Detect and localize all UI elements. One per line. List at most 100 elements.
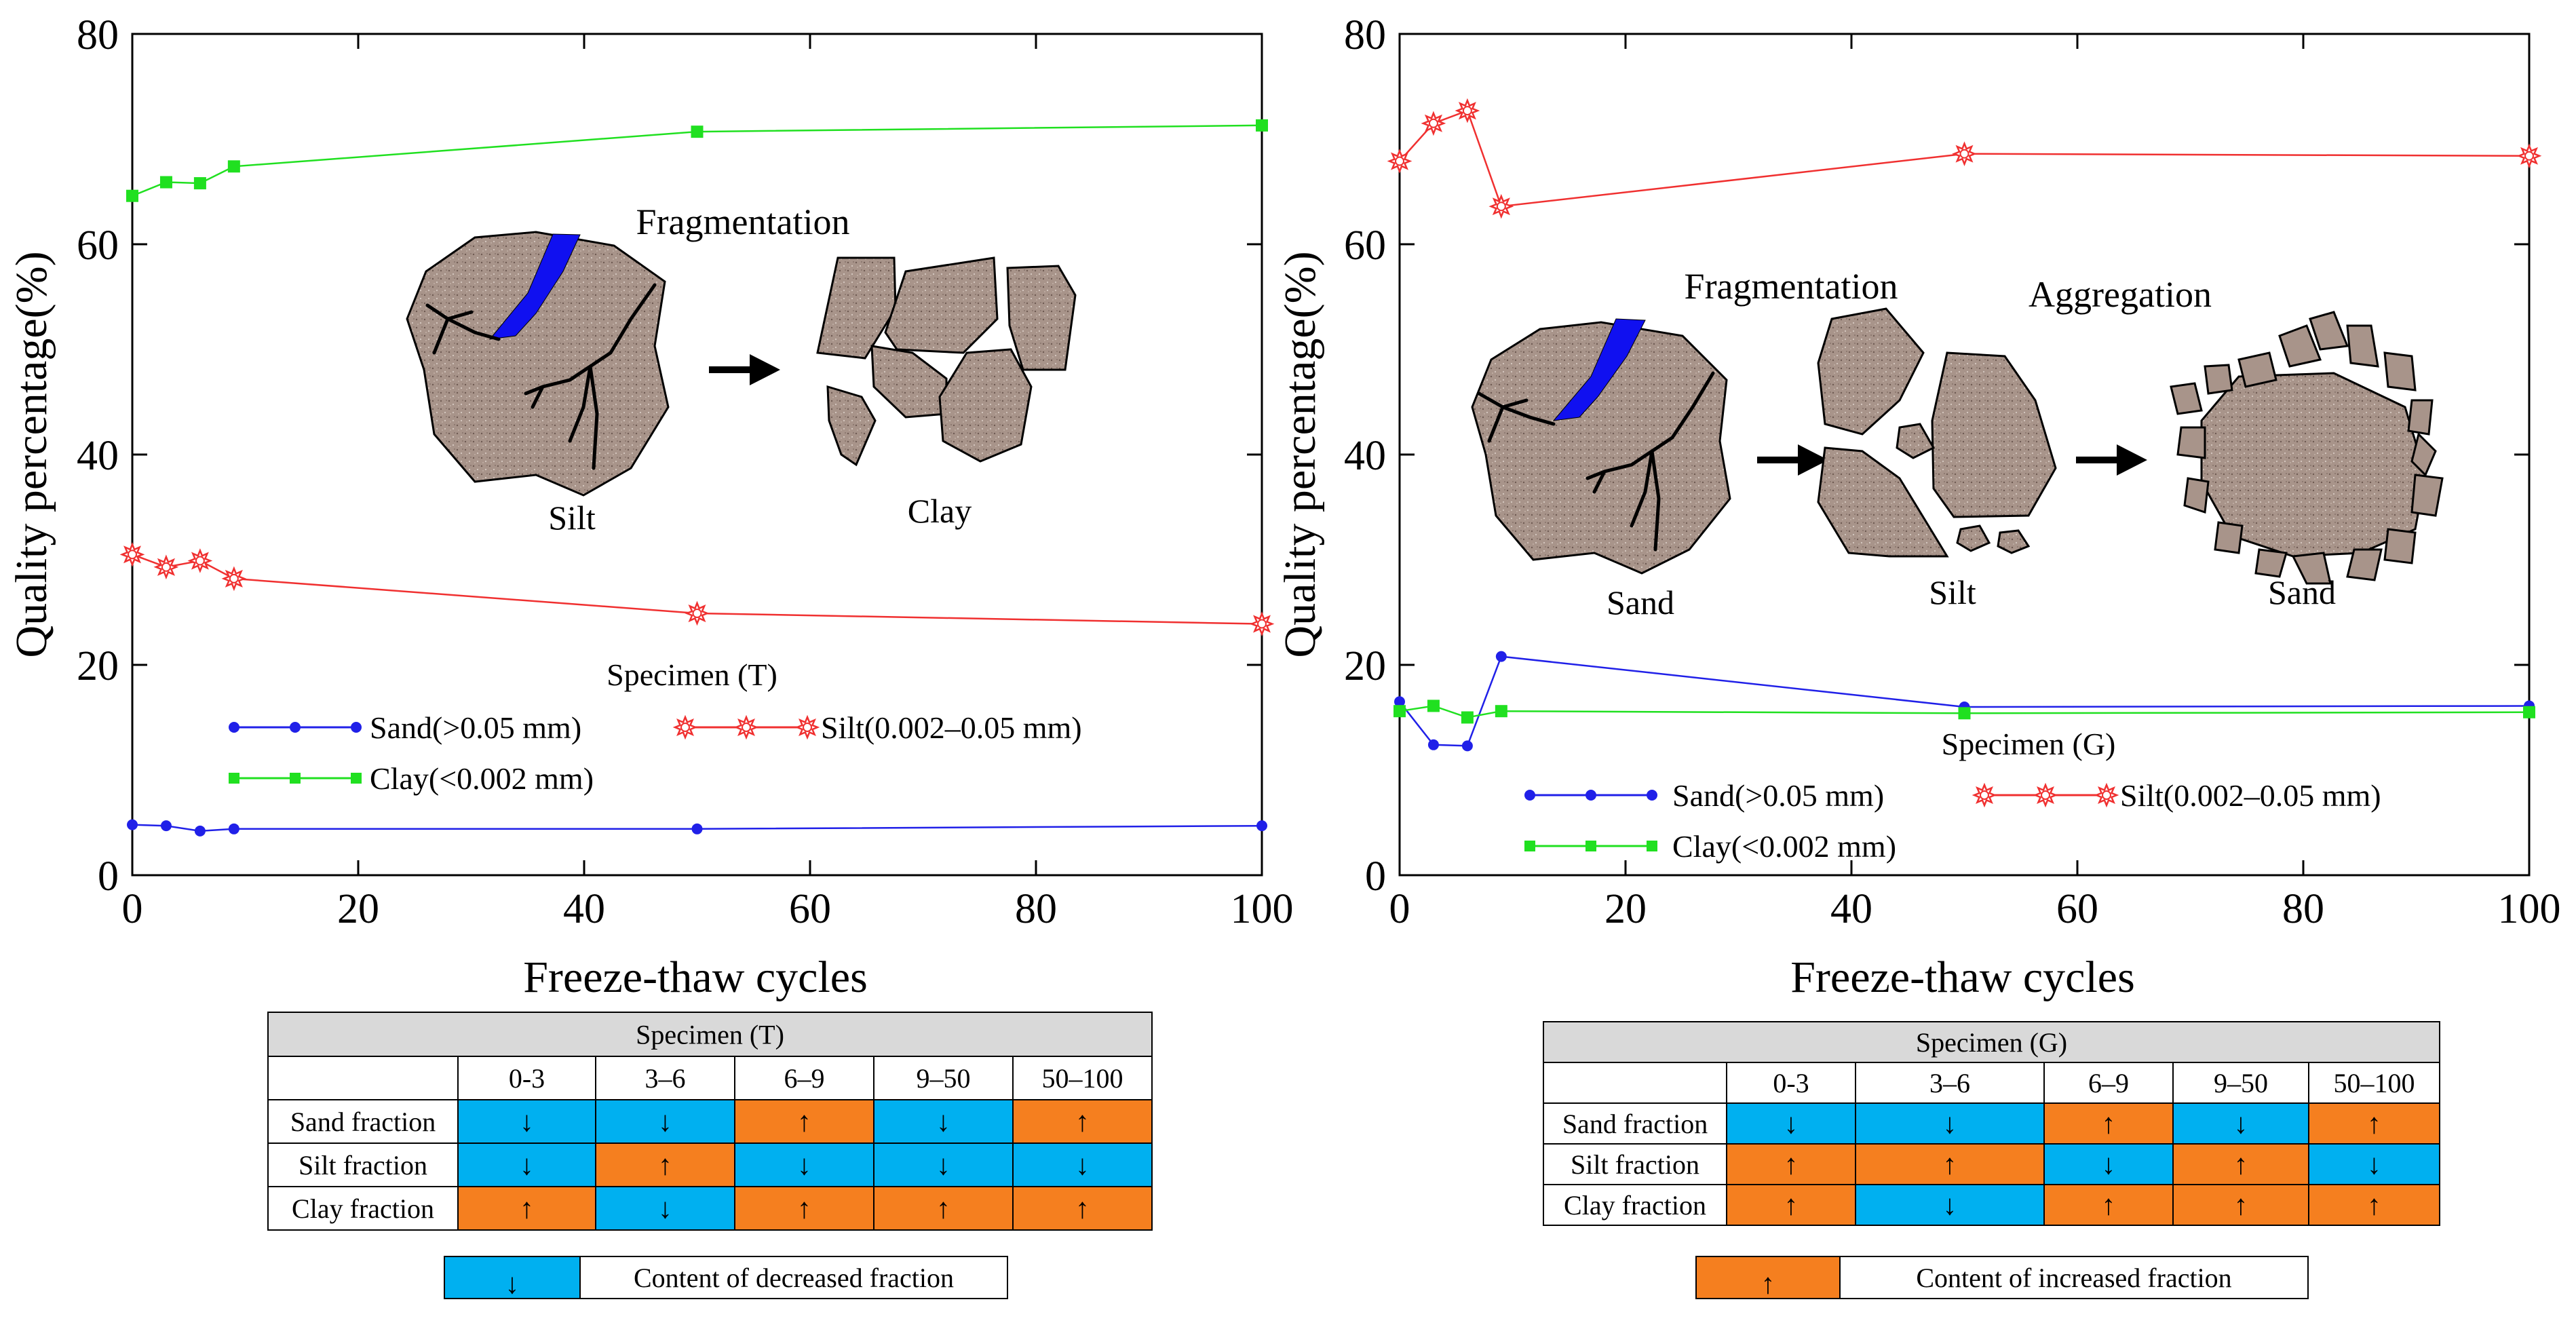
table-column-header: 6–9 [2088,1068,2129,1098]
clay-point [1958,707,1971,720]
y-tick-label: 0 [1365,853,1386,900]
trend-arrow-down: ↓ [1784,1109,1799,1140]
sand-point [194,825,206,837]
clay-point [691,126,704,138]
table-trend-cell [1726,1184,1856,1226]
clay-point [1256,119,1268,132]
table-row-label: Sand fraction [290,1107,436,1137]
silt-point-core [1462,106,1472,116]
legend-marker-sand [1585,790,1596,801]
table-trend-cell [2308,1143,2440,1185]
x-tick-label: 60 [2056,886,2098,932]
silt-fragment [1896,423,1936,459]
silt-point-core [128,550,137,560]
y-tick-label: 20 [1344,643,1386,689]
silt-point-core [229,573,239,583]
y-tick-label: 40 [1344,433,1386,479]
silt-fragment [1817,446,1949,558]
right-table-legend: ↑ Content of increased fraction [1695,1256,2309,1300]
trend-arrow-up: ↑ [1075,1193,1090,1225]
silt-point-core [2524,151,2534,161]
table-legend-label: Content of increased fraction [1916,1263,2231,1293]
table-corner-cell [1543,1062,1727,1104]
table-title: Specimen (G) [1916,1027,2067,1058]
trend-arrow-up: ↑ [1784,1190,1799,1221]
trend-arrow-up: ↑ [2234,1149,2248,1180]
sand-point [1256,820,1267,832]
right-chart: 0 20 40 60 80 0 20 40 60 80 100 Quality percentag… [1275,12,2561,1002]
left-x-axis-title: Freeze-thaw cycles [523,953,868,1002]
x-tick-label: 40 [563,886,605,932]
table-trend-cell [1726,1143,1856,1185]
silt-point-core [1428,118,1438,128]
table-row-label-cell [1543,1143,1727,1185]
right-x-axis-title: Freeze-thaw cycles [1790,953,2135,1002]
left-legend: Specimen (T) Sand(>0.05 mm) Silt(0.002–0… [229,657,1082,796]
y-tick-label: 0 [98,853,119,900]
table-legend-arrow: ↓ [505,1269,520,1300]
table-trend-cell [1855,1102,2045,1145]
silt-fragment [1956,524,1991,552]
y-tick-label: 40 [77,433,119,479]
legend-marker-clay [1647,841,1657,851]
trend-arrow-up: ↑ [2367,1190,2381,1221]
legend-label-silt: Silt(0.002–0.05 mm) [2120,778,2381,813]
legend-title: Specimen (G) [1942,727,2116,761]
trend-arrow-up: ↑ [2234,1190,2248,1221]
clay-point [126,189,138,202]
aggregated-sand-particle [2170,311,2444,585]
clay-fragment [884,256,999,354]
sand-point [127,819,138,830]
right-y-axis-title: Quality percentage(%) [1275,251,1325,657]
clay-point [1427,699,1440,712]
trend-arrow-up: ↑ [2102,1109,2116,1140]
illustration-label: Silt [1929,573,1976,611]
trend-arrow-up: ↑ [1943,1149,1957,1180]
table-trend-cell [595,1186,735,1231]
table-row-label: Silt fraction [299,1150,427,1180]
x-tick-label: 0 [1389,886,1410,932]
x-tick-label: 20 [337,886,379,932]
arrow-icon [2076,444,2147,476]
table-trend-cell [2308,1184,2440,1226]
table-legend-swatch [444,1256,581,1299]
illustration-label: Sand [2268,573,2336,611]
left-series-lines [119,119,1275,837]
sand-point [1427,739,1439,750]
clay-fragment [938,348,1033,463]
trend-arrow-down: ↓ [797,1150,811,1181]
sand-series-line [132,824,1263,832]
left-plot-frame [131,33,1263,877]
clay-fragment [826,385,877,467]
legend-marker-silt [2094,782,2119,808]
table-trend-cell [457,1099,596,1144]
illustration-title: Fragmentation [1685,266,1898,307]
legend-marker-silt [733,714,759,740]
table-trend-cell [457,1186,596,1231]
x-tick-label: 100 [1231,886,1294,932]
table-column-header-cell [1726,1062,1856,1104]
table-trend-cell [1012,1142,1153,1187]
table-trend-cell [1012,1099,1153,1144]
right-trend-table: Specimen (G) 0-3 3–6 6–9 9–50 50–100 Sand frac… [1543,1021,2440,1226]
sand-point [1394,696,1405,708]
trend-arrow-down: ↓ [936,1150,950,1181]
table-column-header-cell [457,1056,596,1100]
left-x-axis: 0 20 40 60 80 100 [122,34,1294,932]
table-trend-cell [2172,1143,2309,1185]
clay-point [2523,706,2535,718]
table-column-header-cell [1855,1062,2045,1104]
trend-arrow-up: ↑ [658,1150,672,1181]
trend-arrow-down: ↓ [520,1150,534,1181]
y-tick-label: 80 [77,12,119,58]
table-trend-cell [1012,1186,1153,1231]
trend-arrow-up: ↑ [2102,1190,2116,1221]
x-tick-label: 100 [2498,886,2561,932]
clay-point [1495,705,1507,718]
silt-fragment [1931,351,2057,518]
sand-point [1461,740,1473,752]
table-trend-cell [873,1099,1014,1144]
table-trend-cell [734,1142,874,1187]
silt-point-core [1395,156,1404,166]
clay-point [227,160,240,173]
